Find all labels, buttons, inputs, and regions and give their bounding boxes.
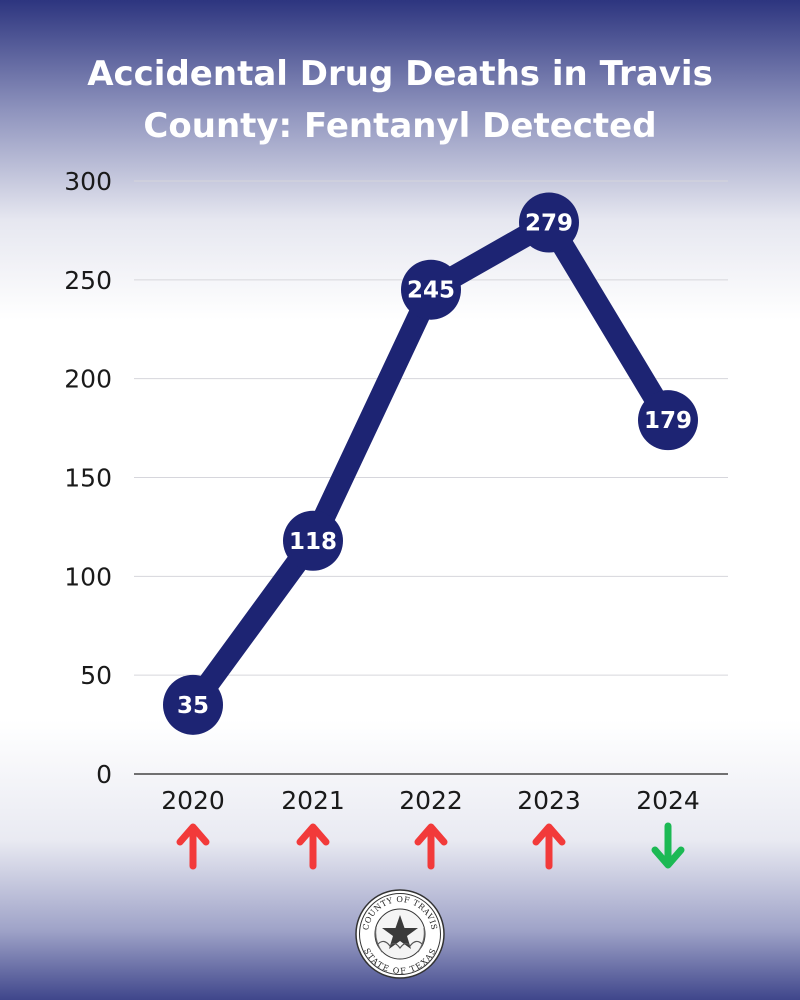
x-tick-label: 2024 xyxy=(636,786,700,815)
x-tick-label: 2020 xyxy=(161,786,225,815)
arrow-up-icon xyxy=(296,823,330,870)
seal-star-icon xyxy=(382,915,418,949)
travis-county-seal: COUNTY OF TRAVIS STATE OF TEXAS xyxy=(355,889,445,979)
arrow-up-icon xyxy=(176,823,210,870)
data-point-2021 xyxy=(283,510,343,571)
grid-lines xyxy=(134,180,728,676)
data-point-2023 xyxy=(519,192,579,253)
x-tick-label: 2021 xyxy=(281,786,345,815)
y-tick-label: 200 xyxy=(64,365,112,394)
data-label-2021: 118 xyxy=(289,529,337,555)
data-label-2023: 279 xyxy=(525,211,573,237)
data-label-2020: 35 xyxy=(177,693,209,719)
trend-arrows xyxy=(176,822,685,870)
data-point-2024 xyxy=(638,390,698,451)
y-tick-label: 100 xyxy=(64,562,112,591)
data-label-2024: 179 xyxy=(644,408,692,434)
y-tick-label: 250 xyxy=(64,266,112,295)
y-tick-label: 300 xyxy=(64,167,112,196)
arrow-up-icon xyxy=(414,823,448,870)
data-points: 35 118 245 279 179 xyxy=(163,192,698,735)
data-point-2022 xyxy=(401,259,461,320)
y-tick-label: 0 xyxy=(96,760,112,789)
arrow-up-icon xyxy=(532,823,566,870)
data-point-2020 xyxy=(163,674,223,735)
arrow-down-icon xyxy=(651,822,685,869)
y-tick-label: 50 xyxy=(80,661,112,690)
chart-title-line-1: Accidental Drug Deaths in Travis xyxy=(87,54,713,94)
y-axis-ticks: 0 50 100 150 200 250 300 xyxy=(64,167,112,789)
chart-title: Accidental Drug Deaths in Travis County:… xyxy=(0,48,800,152)
chart-title-line-2: County: Fentanyl Detected xyxy=(143,106,657,146)
y-tick-label: 150 xyxy=(64,464,112,493)
x-tick-label: 2022 xyxy=(399,786,463,815)
x-axis-ticks: 2020 2021 2022 2023 2024 xyxy=(161,786,700,815)
x-tick-label: 2023 xyxy=(517,786,581,815)
data-label-2022: 245 xyxy=(407,278,455,304)
